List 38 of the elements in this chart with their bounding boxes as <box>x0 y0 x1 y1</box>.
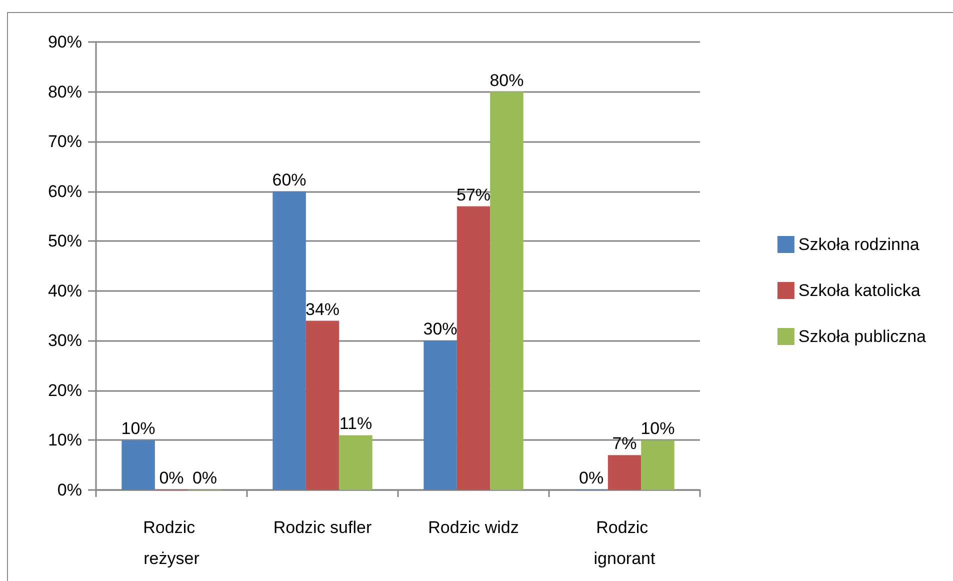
data-label: 60% <box>272 170 306 190</box>
bar <box>608 455 642 490</box>
data-label: 10% <box>121 419 156 438</box>
y-tick-label: 40% <box>48 281 82 300</box>
bar <box>339 435 372 490</box>
y-tick-label: 20% <box>48 380 82 400</box>
data-label: 30% <box>423 320 458 339</box>
bar <box>490 92 524 490</box>
bar <box>272 191 306 490</box>
legend-label: Szkoła publiczna <box>798 327 927 346</box>
bar <box>641 440 674 490</box>
y-tick-label: 0% <box>57 480 82 500</box>
data-label: 0% <box>192 468 218 488</box>
x-tick-label: Rodzic widz <box>428 518 519 537</box>
bar <box>456 206 490 490</box>
data-label: 0% <box>159 468 184 488</box>
legend-label: Szkoła rodzinna <box>798 235 920 254</box>
y-tick-label: 70% <box>48 132 82 152</box>
data-label: 10% <box>640 419 675 438</box>
data-label: 80% <box>490 70 524 90</box>
data-label: 34% <box>305 300 340 319</box>
data-label: 11% <box>339 414 372 434</box>
bar <box>306 320 340 490</box>
data-label: 0% <box>578 468 604 488</box>
y-tick-label: 80% <box>48 82 82 102</box>
y-tick-label: 90% <box>48 32 82 52</box>
data-label: 57% <box>456 185 491 204</box>
data-label: 7% <box>612 434 637 454</box>
y-tick-label: 50% <box>48 232 82 251</box>
x-tick-label: Rodzic reżyser <box>143 518 200 568</box>
x-tick-label: Rodzic sufler <box>273 518 372 537</box>
x-tick-label: Rodzic ignorant <box>594 518 656 568</box>
legend-label: Szkoła katolicka <box>798 281 921 300</box>
y-tick-label: 60% <box>48 182 82 201</box>
y-tick-label: 30% <box>48 331 82 350</box>
bar <box>122 440 155 490</box>
bar <box>424 340 457 490</box>
y-tick-label: 10% <box>48 430 82 450</box>
